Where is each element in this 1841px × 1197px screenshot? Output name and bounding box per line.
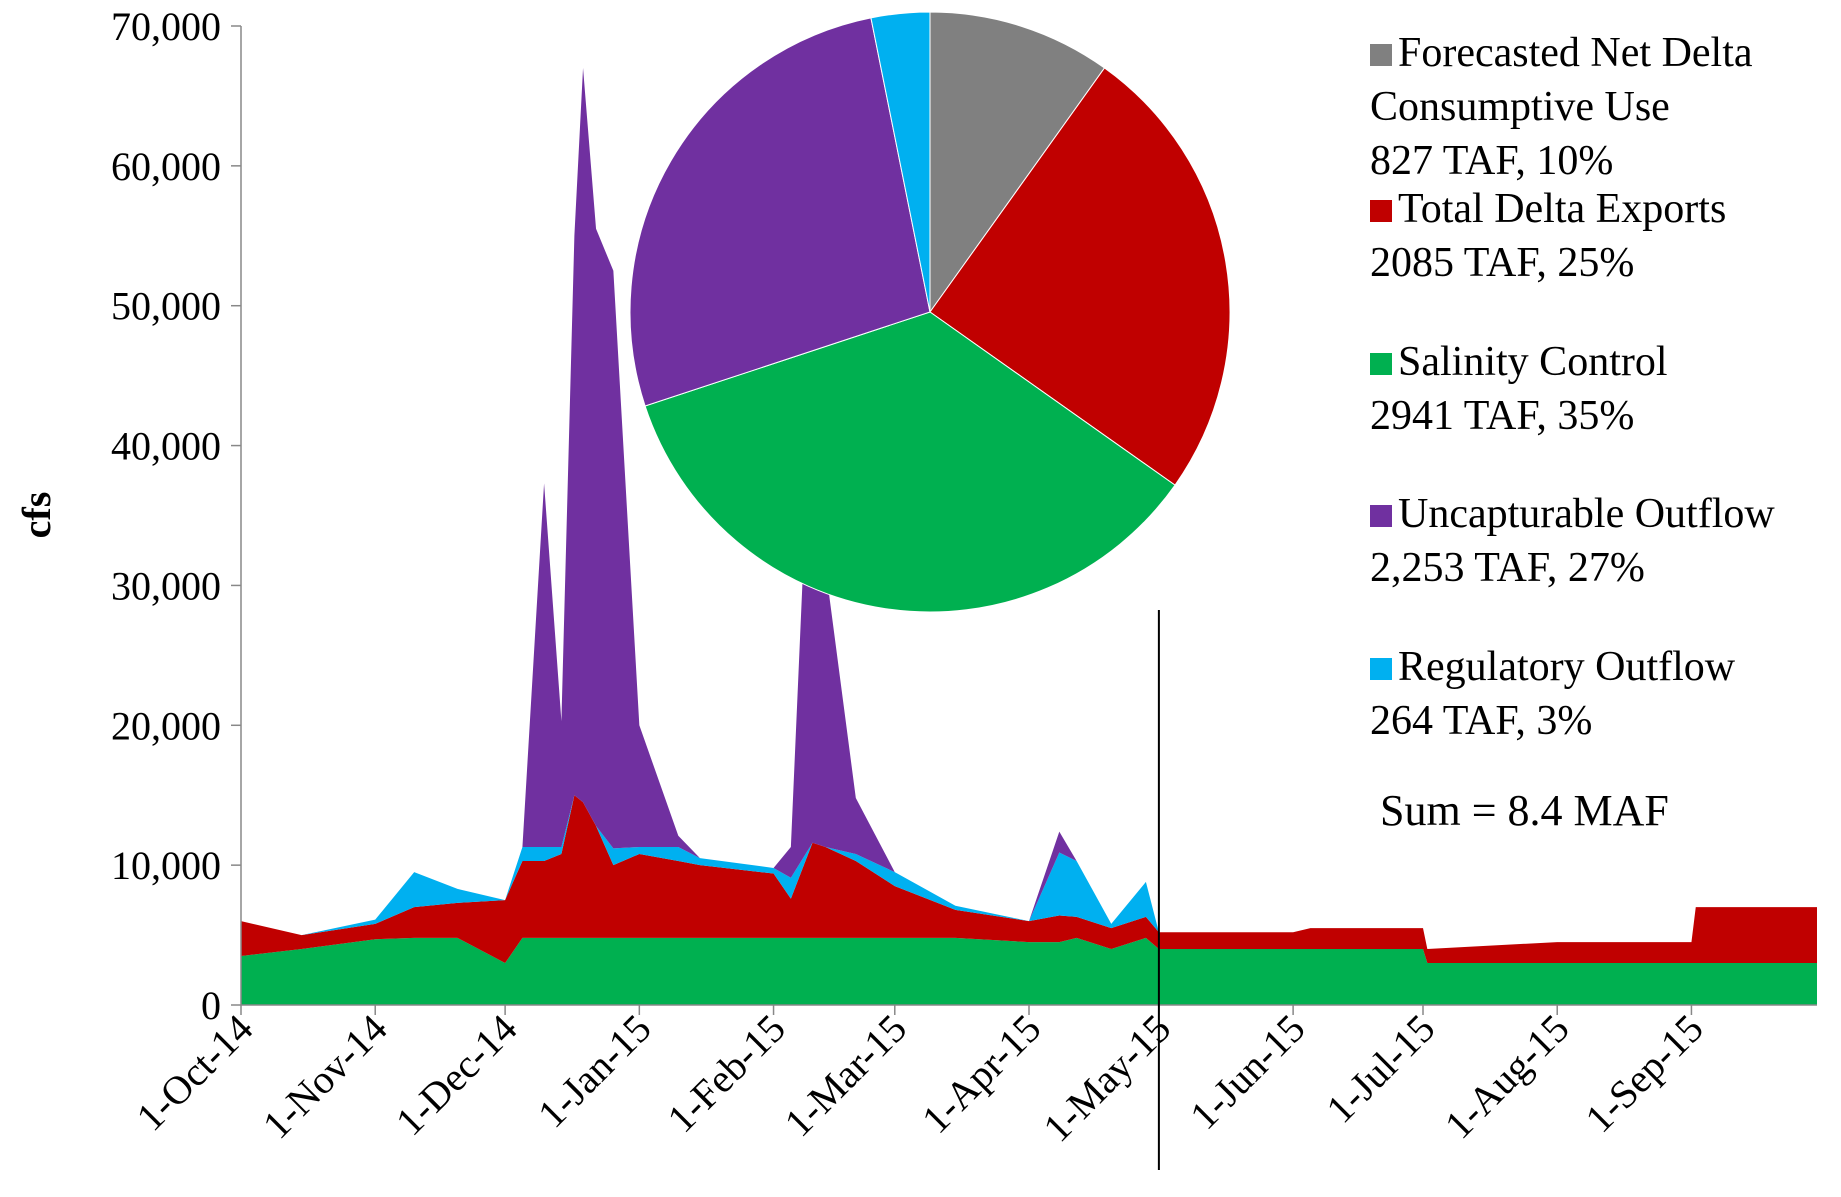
x-tick-label: 1-Mar-15 — [776, 1006, 916, 1146]
legend-value: 2,253 TAF, 27% — [1370, 541, 1840, 595]
legend-swatch — [1370, 200, 1392, 222]
legend-swatch — [1370, 658, 1392, 680]
x-tick-label: 1-May-15 — [1034, 1006, 1179, 1151]
x-tick-label: 1-Jun-15 — [1181, 1006, 1313, 1138]
x-tick-label: 1-Jan-15 — [529, 1006, 660, 1137]
legend-label: Uncapturable Outflow — [1398, 491, 1775, 537]
legend-value: 2941 TAF, 35% — [1370, 389, 1840, 443]
y-tick-label: 40,000 — [111, 424, 221, 469]
x-tick-label: 1-Sep-15 — [1576, 1006, 1712, 1142]
x-tick-label: 1-Nov-14 — [254, 1006, 396, 1148]
page: {"chart_data": [ {"type": "area", "y_lab… — [0, 0, 1841, 1197]
x-tick-label: 1-Oct-14 — [127, 1006, 261, 1140]
legend-swatch — [1370, 505, 1392, 527]
x-tick-label: 1-Apr-15 — [913, 1006, 1050, 1143]
legend-label: Forecasted Net Delta Consumptive Use — [1370, 30, 1753, 130]
y-tick-label: 60,000 — [111, 144, 221, 189]
y-tick-label: 50,000 — [111, 284, 221, 329]
legend-label: Total Delta Exports — [1398, 186, 1726, 232]
legend-value: 827 TAF, 10% — [1370, 134, 1840, 188]
legend-label: Salinity Control — [1398, 339, 1668, 385]
y-tick-label: 20,000 — [111, 703, 221, 748]
y-tick-label: 70,000 — [111, 4, 221, 49]
x-tick-label: 1-Feb-15 — [658, 1006, 794, 1142]
y-axis-label: cfs — [14, 492, 59, 539]
legend-value: 2085 TAF, 25% — [1370, 236, 1840, 290]
legend-swatch — [1370, 353, 1392, 375]
x-tick-label: 1-Jul-15 — [1317, 1006, 1443, 1132]
legend-label: Regulatory Outflow — [1398, 644, 1735, 690]
y-tick-label: 10,000 — [111, 843, 221, 888]
x-tick-label: 1-Dec-14 — [387, 1006, 526, 1145]
annotation: Sum = 8.4 MAF — [1380, 786, 1669, 835]
x-tick-label: 1-Aug-15 — [1436, 1006, 1578, 1148]
y-tick-label: 30,000 — [111, 563, 221, 608]
legend-swatch — [1370, 44, 1392, 66]
legend-value: 264 TAF, 3% — [1370, 694, 1840, 748]
